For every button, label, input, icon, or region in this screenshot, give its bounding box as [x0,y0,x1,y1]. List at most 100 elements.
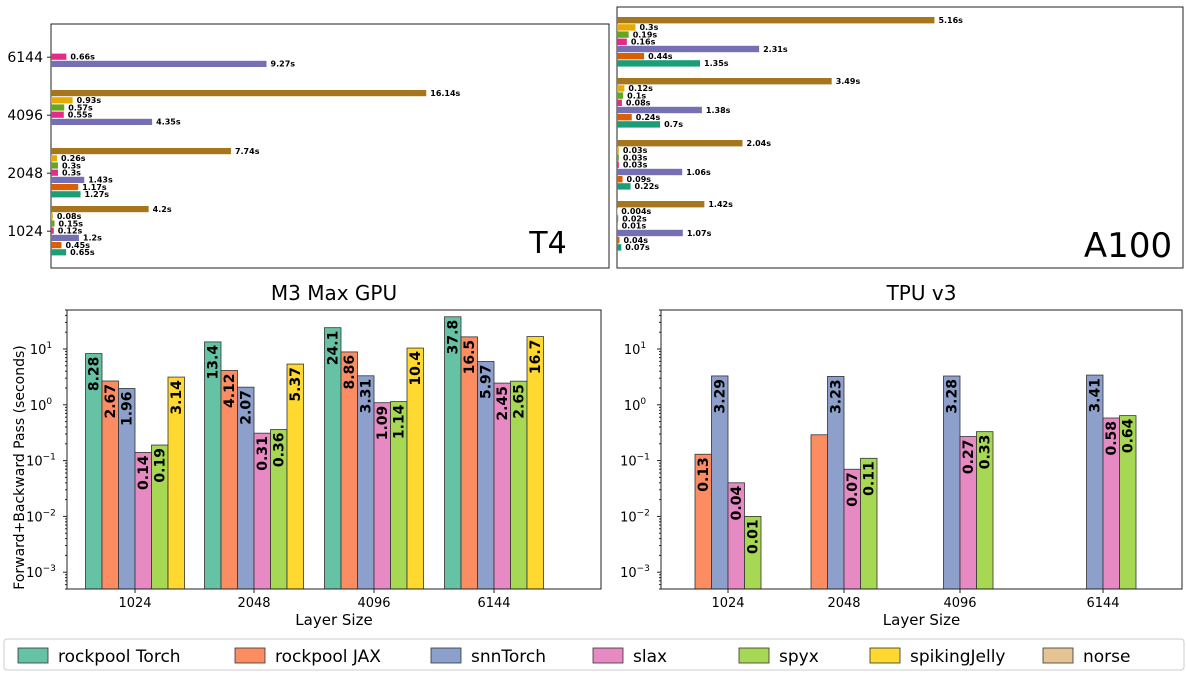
bar-label: 0.66s [70,53,95,62]
bar-value-label: 24.1 [326,331,342,366]
bar-label: 0.03s [623,153,648,162]
legend-label: rockpool JAX [275,647,381,667]
bar-label: 16.14s [430,89,460,98]
bar-label: 0.08s [626,99,651,108]
y-tick-label: 10−3 [26,564,56,581]
bar-spikingjelly [617,85,625,92]
bar-label: 0.04s [623,236,648,245]
bar-norse [51,90,427,97]
panel-title: A100 [1084,226,1172,266]
y-tick-label: 10−2 [26,508,56,525]
bar-value-label: 8.28 [87,357,103,392]
bar-value-label: 2.45 [495,386,511,421]
bar-rockpool-jax [617,237,620,244]
bar-rockpool-jax [617,176,623,183]
legend-swatch [234,647,266,664]
bar-label: 0.44s [648,52,673,61]
legend-swatch [592,647,624,664]
bar-label: 0.93s [77,96,102,105]
bar-spikingjelly [617,147,619,154]
legend-label: slax [633,647,667,667]
bar-value-label: 2.07 [239,390,255,425]
y-tick-label: 101 [30,341,52,358]
bar-value-label: 2.65 [512,384,528,419]
y-tick-label: 101 [624,341,646,358]
y-tick-label: 100 [624,397,647,414]
bar-rockpool-torch [324,327,342,590]
bar-label: 1.2s [83,234,102,243]
bar-value-label: 13.4 [206,345,222,380]
bar-slax [51,227,54,234]
bar-label: 0.004s [621,207,651,216]
bar-spyx [51,104,65,111]
y-tick-label: 100 [30,397,53,414]
bar-label: 0.65s [70,248,95,257]
bar-label: 0.12s [58,227,83,236]
bar-norse [617,17,935,24]
bar-value-label: 0.13 [696,457,712,492]
bar-value-label: 3.23 [829,379,845,414]
bar-label: 0.3s [62,169,81,178]
bar-label: 0.07s [625,243,650,252]
bar-snntorch [617,229,683,237]
bar-snntorch [617,45,760,53]
bar-value-label: 16.7 [528,340,544,375]
bar-label: 4.2s [153,205,172,214]
bar-label: 4.35s [156,118,181,127]
bar-label: 0.24s [636,113,661,122]
bar-label: 0.19s [633,30,658,39]
bar-label: 0.02s [622,214,647,223]
bar-value-label: 0.27 [961,440,977,475]
bar-label: 1.35s [704,59,729,68]
bar-label: 0.22s [635,182,660,191]
bar-rockpool-jax [617,114,632,121]
bar-snntorch [617,106,702,114]
bar-rockpool-torch [444,316,462,590]
bar-value-label: 2.67 [103,384,119,419]
bar-snntorch [51,176,85,183]
panel-title: M3 Max GPU [271,281,397,305]
bar-label: 1.07s [687,229,712,238]
legend-swatch [738,647,770,664]
bar-value-label: 0.04 [729,486,745,521]
bar-spyx [617,154,619,161]
bar-label: 0.3s [62,161,81,170]
bar-value-label: 3.29 [713,379,729,414]
bar-label: 0.15s [58,219,83,228]
bar-label: 1.43s [88,176,113,185]
bar-spyx [51,162,58,169]
bar-value-label: 16.5 [462,340,478,375]
panel-frame [616,6,1184,269]
bar-slax [51,111,64,118]
legend-swatch [1042,647,1074,664]
bar-value-label: 3.41 [1088,378,1104,413]
bar-spikingjelly [51,97,73,104]
x-tick-label: 1024 [711,596,744,611]
bar-label: 1.38s [706,106,731,115]
bar-value-label: 0.31 [255,436,271,471]
legend-swatch [17,647,49,664]
x-axis-label: Layer Size [883,611,960,629]
bar-norse [617,201,705,208]
bar-value-label: 0.33 [978,435,994,470]
y-tick-label: 6144 [7,50,43,66]
bar-value-label: 3.14 [169,380,185,415]
x-tick-label: 4096 [357,596,390,611]
y-tick-label: 10−2 [620,508,650,525]
panel-title: TPU v3 [886,281,957,305]
x-axis-label: Layer Size [295,611,372,629]
x-tick-label: 6144 [477,596,510,611]
x-tick-label: 2048 [237,596,270,611]
bar-label: 0.16s [631,38,656,47]
legend: rockpool Torch rockpool JAX snnTorch slax sp… [3,638,1185,671]
bar-label: 0.08s [57,212,82,221]
panel-frame [66,309,602,590]
bar-norse [51,206,149,213]
bar-rockpool-jax [617,53,645,60]
bar-rockpool-torch [617,60,701,67]
bar-label: 5.16s [938,16,963,25]
bar-label: 0.09s [627,175,652,184]
bar-spyx [51,220,55,227]
bar-label: 2.31s [763,45,788,54]
